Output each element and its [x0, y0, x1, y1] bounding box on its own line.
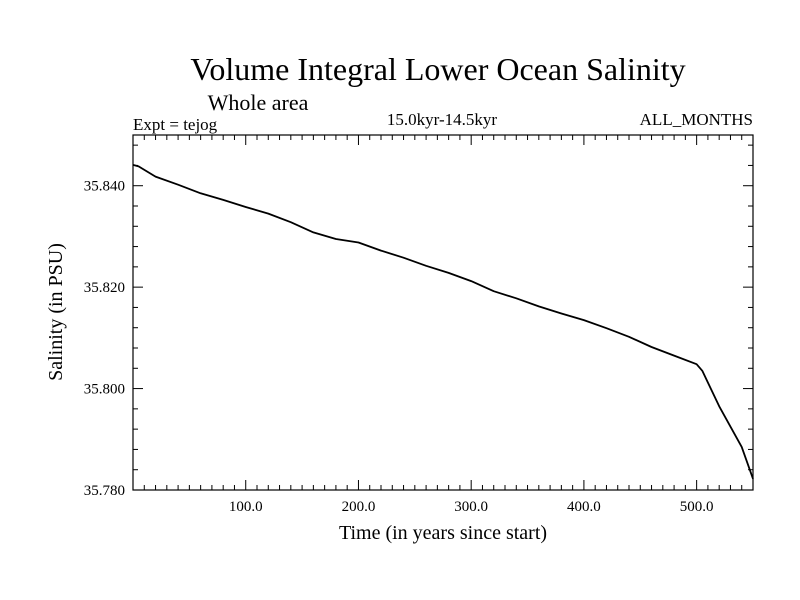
y-tick-label: 35.780: [84, 483, 125, 499]
x-tick-labels: 100.0 200.0 300.0 400.0 500.0: [229, 499, 714, 515]
x-tick-label: 400.0: [567, 499, 601, 515]
x-tick-label: 100.0: [229, 499, 263, 515]
y-tick-labels: 35.780 35.800 35.820 35.840: [84, 179, 125, 499]
y-tick-label: 35.820: [84, 280, 125, 296]
y-tick-label: 35.840: [84, 179, 125, 195]
experiment-label: Expt = tejog: [133, 115, 218, 134]
x-tick-label: 500.0: [680, 499, 714, 515]
chart-subtitle: Whole area: [208, 90, 309, 115]
axis-ticks: [133, 135, 753, 490]
salinity-series-line: [132, 164, 754, 480]
y-tick-label: 35.800: [84, 382, 125, 398]
months-label: ALL_MONTHS: [640, 110, 753, 129]
y-axis-label: Salinity (in PSU): [45, 243, 67, 381]
chart-title: Volume Integral Lower Ocean Salinity: [190, 51, 685, 87]
period-label: 15.0kyr-14.5kyr: [387, 110, 497, 129]
plot-frame: [132, 134, 754, 491]
x-tick-label: 200.0: [342, 499, 376, 515]
x-axis-label: Time (in years since start): [339, 522, 547, 544]
x-tick-label: 300.0: [454, 499, 488, 515]
